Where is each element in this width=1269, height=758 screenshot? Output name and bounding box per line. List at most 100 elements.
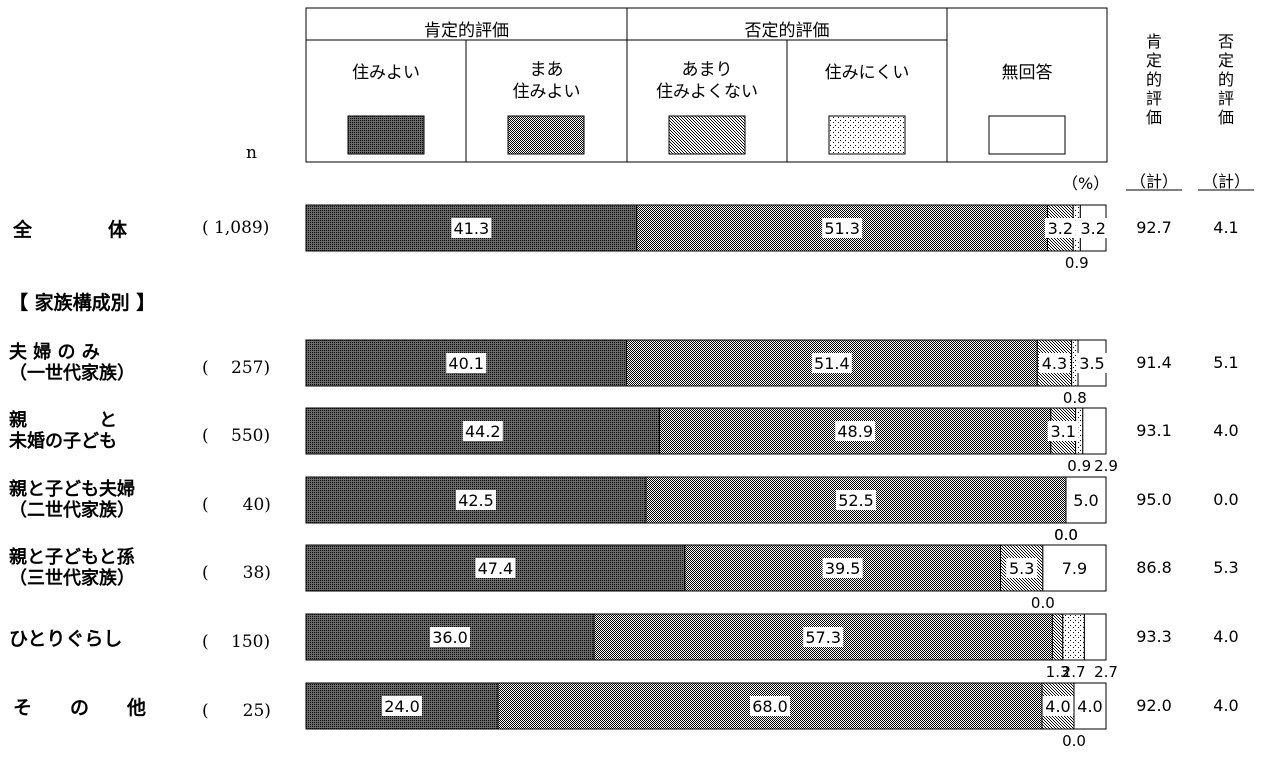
legend-swatch bbox=[988, 115, 1066, 155]
legend-label: まあ bbox=[529, 60, 564, 80]
data-label: 1.3 bbox=[1046, 663, 1070, 681]
negative-total: 4.0 bbox=[1213, 627, 1239, 646]
totals-header-char: 肯 bbox=[1145, 32, 1162, 51]
row-count: ( 38) bbox=[202, 563, 271, 583]
legend-label: あまり bbox=[681, 60, 733, 80]
row-count: ( 150) bbox=[202, 632, 271, 652]
data-label: 2.7 bbox=[1062, 663, 1086, 681]
legend-label: 住みにくい bbox=[824, 63, 910, 83]
totals-header-suffix: （計） bbox=[1129, 172, 1178, 191]
row-label: ひとりぐらし bbox=[9, 628, 123, 650]
totals-header-suffix: （計） bbox=[1201, 172, 1250, 191]
row-label: 夫 婦 の み bbox=[9, 342, 100, 363]
data-label-bg bbox=[430, 627, 470, 647]
data-label: 51.3 bbox=[824, 219, 860, 238]
totals-header-char: 的 bbox=[1145, 70, 1162, 89]
data-label: 4.0 bbox=[1045, 697, 1070, 716]
data-label: 0.8 bbox=[1063, 389, 1087, 407]
row-label: 未婚の子ども bbox=[9, 431, 117, 452]
bar-outline bbox=[305, 544, 1107, 592]
data-label-bg bbox=[1058, 558, 1090, 578]
row-count: ( 40) bbox=[202, 495, 271, 515]
data-label: 3.2 bbox=[1048, 219, 1073, 238]
data-label: 7.9 bbox=[1062, 559, 1087, 578]
totals-header-char: 的 bbox=[1217, 70, 1234, 89]
negative-total: 5.1 bbox=[1213, 353, 1239, 372]
row-count: ( 25) bbox=[202, 701, 271, 721]
data-label-bg bbox=[1047, 421, 1079, 441]
data-label: 40.1 bbox=[448, 354, 484, 373]
bar-segment bbox=[1051, 613, 1064, 661]
totals-header-char: 評 bbox=[1145, 89, 1162, 108]
data-label: 3.1 bbox=[1050, 422, 1075, 441]
totals-header-char: 否 bbox=[1217, 32, 1234, 51]
data-label-bg bbox=[1076, 353, 1108, 373]
positive-total: 91.4 bbox=[1136, 353, 1172, 372]
row-label: 親 と bbox=[9, 410, 117, 431]
data-label: 48.9 bbox=[837, 422, 873, 441]
data-label: 44.2 bbox=[465, 422, 501, 441]
data-label-bg bbox=[750, 696, 790, 716]
data-label-bg bbox=[1070, 490, 1102, 510]
data-label: 42.5 bbox=[458, 491, 494, 510]
data-label: 68.0 bbox=[752, 697, 788, 716]
positive-total: 92.7 bbox=[1136, 218, 1172, 237]
row-count: ( 550) bbox=[202, 426, 271, 446]
data-label-bg bbox=[446, 353, 487, 373]
bar-outline bbox=[305, 476, 1107, 524]
data-label: 5.0 bbox=[1073, 491, 1098, 510]
data-label: 4.3 bbox=[1042, 354, 1067, 373]
legend-swatch bbox=[347, 115, 425, 155]
data-label: 2.7 bbox=[1094, 663, 1118, 681]
totals-header-char: 価 bbox=[1217, 108, 1234, 127]
positive-total: 86.8 bbox=[1136, 558, 1172, 577]
legend-label: 住みよい bbox=[512, 82, 581, 102]
positive-total: 92.0 bbox=[1136, 696, 1172, 715]
row-label: そ の 他 bbox=[13, 697, 147, 719]
data-label: 41.3 bbox=[454, 219, 490, 238]
bar-segment bbox=[1082, 407, 1107, 455]
data-label-bg bbox=[1038, 353, 1070, 373]
row-label: 親と子ども夫婦 bbox=[9, 479, 135, 500]
totals-header-char: 価 bbox=[1145, 108, 1162, 127]
positive-total: 93.1 bbox=[1136, 421, 1172, 440]
data-label-bg bbox=[456, 490, 496, 510]
row-count: ( 1,089) bbox=[202, 218, 270, 238]
legend-swatch bbox=[828, 115, 906, 155]
legend-table-border bbox=[305, 7, 1108, 163]
row-label: （一世代家族） bbox=[9, 363, 135, 384]
unit-label: （%） bbox=[1062, 174, 1110, 193]
data-label-bg bbox=[462, 421, 503, 441]
data-label-bg bbox=[1006, 558, 1038, 578]
data-label: 24.0 bbox=[384, 697, 420, 716]
data-label: 0.0 bbox=[1054, 526, 1078, 544]
row-label: 全 体 bbox=[13, 219, 128, 241]
bar-outline bbox=[305, 407, 1107, 455]
data-label: 0.9 bbox=[1065, 254, 1089, 272]
totals-header-char: 評 bbox=[1217, 89, 1234, 108]
data-label: 39.5 bbox=[825, 559, 861, 578]
data-label: 4.0 bbox=[1077, 697, 1102, 716]
row-count: ( 257) bbox=[202, 358, 271, 378]
data-label: 36.0 bbox=[432, 628, 468, 647]
bar-outline bbox=[305, 613, 1107, 661]
data-label-bg bbox=[382, 696, 422, 716]
data-label: 0.0 bbox=[1062, 732, 1086, 750]
legend-label: 住みよい bbox=[352, 63, 420, 83]
n-header: n bbox=[246, 143, 257, 163]
data-label: 47.4 bbox=[478, 559, 514, 578]
data-label: 2.9 bbox=[1094, 457, 1118, 475]
section-label: 【 家族構成別 】 bbox=[9, 292, 156, 314]
row-label: （三世代家族） bbox=[9, 568, 135, 589]
data-label-bg bbox=[1074, 696, 1106, 716]
data-label-bg bbox=[1044, 218, 1076, 238]
legend-swatch bbox=[668, 115, 746, 155]
negative-total: 4.1 bbox=[1213, 218, 1239, 237]
negative-total: 4.0 bbox=[1213, 421, 1239, 440]
data-label-bg bbox=[451, 218, 492, 238]
data-label: 0.0 bbox=[1031, 594, 1055, 612]
data-label-bg bbox=[822, 218, 863, 238]
data-label: 3.2 bbox=[1080, 219, 1105, 238]
data-label-bg bbox=[811, 353, 852, 373]
